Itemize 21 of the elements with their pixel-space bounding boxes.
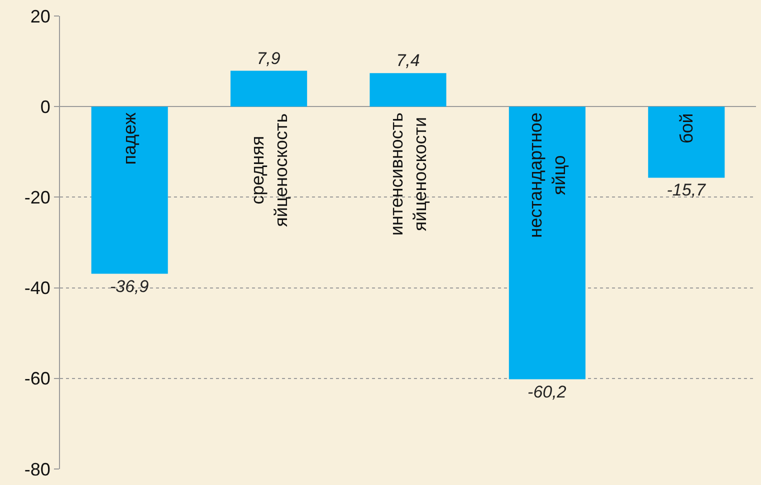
bar	[508, 106, 586, 380]
data-label: -36,9	[110, 276, 150, 296]
x-tick-label: интенсивность яйценоскости	[386, 112, 430, 236]
y-tick-label: -60	[24, 368, 50, 389]
data-label: 7,4	[396, 51, 420, 70]
y-tick-label: -20	[24, 188, 50, 208]
y-tick-label: -40	[24, 278, 50, 298]
x-tick-label: бой	[676, 113, 696, 144]
data-label: 7,9	[256, 48, 281, 68]
x-tick-label: средняя яйценоскость	[248, 113, 292, 227]
y-tick-label: 20	[30, 6, 50, 26]
data-label: -60,2	[528, 382, 567, 402]
y-tick-label: 0	[40, 96, 50, 117]
bar	[91, 106, 168, 274]
data-label: -15,7	[666, 180, 706, 200]
bar	[230, 70, 308, 107]
bar	[370, 73, 446, 107]
bar	[648, 106, 725, 178]
x-tick-label: нестандартное яйцо	[526, 112, 569, 238]
y-tick-label: -80	[24, 459, 50, 480]
x-tick-label: падеж	[119, 112, 140, 165]
